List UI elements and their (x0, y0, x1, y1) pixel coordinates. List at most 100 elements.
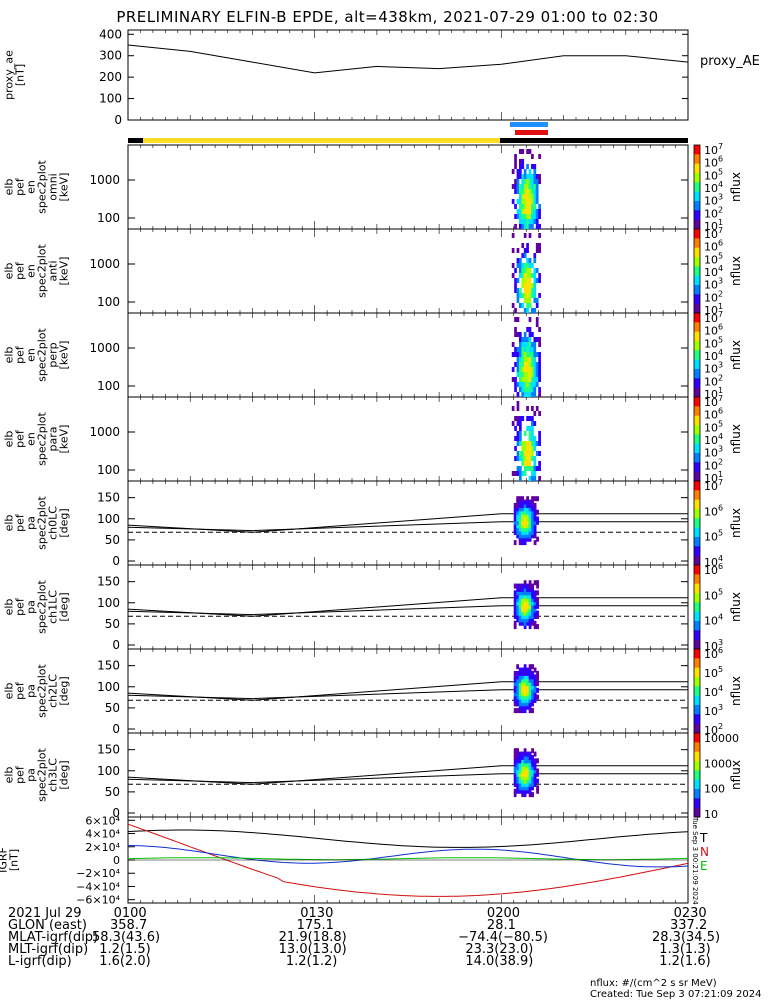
spectrogram-cell (533, 372, 537, 377)
spectrogram-cell (518, 781, 522, 787)
spectrogram-cell (528, 283, 532, 288)
spectrogram-cell (521, 496, 525, 502)
spectrogram-cell (513, 519, 517, 525)
spectrogram-cell (513, 677, 517, 683)
spectrogram-cell (523, 194, 527, 199)
spectrogram-cell (521, 590, 525, 596)
spectrogram-cell (516, 278, 520, 283)
spectrogram-cell (523, 523, 527, 529)
spectrogram-cell (519, 184, 522, 189)
spectrogram-cell (519, 214, 522, 219)
colorbar-label: nflux (729, 172, 743, 202)
footer-value: 1.3(1.3) (659, 942, 711, 957)
spectrogram-cell (533, 610, 537, 616)
spectrogram-cell (531, 600, 534, 606)
spectrogram-cell (535, 337, 539, 342)
panel-frame-ch2LC (127, 648, 689, 734)
colorbar-segment (694, 313, 700, 323)
spectrogram-cell (533, 502, 537, 508)
spectrogram-cell (528, 701, 532, 707)
spectrogram-cell (516, 751, 520, 757)
colorbar-segment (694, 546, 700, 557)
igrf-legend-E: E (700, 859, 708, 873)
colorbar-segment (694, 443, 700, 454)
spectrogram-cell (513, 765, 517, 771)
spectrogram-cell (518, 674, 522, 680)
spectrogram-cell (536, 580, 539, 586)
spectrogram-cell (526, 466, 529, 471)
spectrogram-cell (511, 471, 515, 476)
spectrogram-cell (526, 781, 530, 787)
spectrogram-cell (533, 697, 537, 703)
tick-label: 50 (105, 701, 120, 715)
spectrogram-cell (521, 367, 525, 372)
spectrogram-cell (528, 580, 532, 586)
spectrogram-cell (533, 204, 537, 209)
spectrogram-cell (519, 466, 522, 471)
chart-title: PRELIMINARY ELFIN-B EPDE, alt=438km, 202… (116, 8, 659, 26)
spectrogram-cell (513, 697, 517, 703)
spectrogram-cell (526, 529, 530, 535)
spectrogram-cell (528, 775, 532, 781)
spectrogram-cell (526, 516, 530, 522)
spectrogram-cell (521, 778, 525, 784)
spectrogram-cell (526, 367, 529, 372)
spectrogram-cell (533, 751, 537, 757)
spectrogram-cell (528, 674, 532, 680)
spectrogram-cell (535, 184, 539, 189)
spectrogram-cell (535, 451, 539, 456)
footer-value: 175.1 (296, 918, 334, 933)
spectrogram-cell (531, 164, 534, 169)
spectrogram-cell (516, 382, 520, 387)
spectrogram-cell (533, 283, 537, 288)
spectrogram-cell (513, 603, 517, 609)
spectrogram-cell (518, 778, 522, 784)
spectrogram-cell (521, 704, 525, 710)
spectrogram-cell (521, 253, 525, 258)
loss-cone-curve (127, 605, 688, 616)
spectrogram-cell (521, 199, 525, 204)
spectrogram-cell (519, 441, 522, 446)
spectrogram-cell (536, 590, 539, 596)
spectrogram-cell (523, 684, 527, 690)
spectrogram-cell (523, 778, 527, 784)
spectrogram-cell (536, 583, 539, 589)
footer-value: 0230 (673, 906, 707, 921)
spectrogram-cell (516, 694, 520, 700)
spectrogram-cell (516, 352, 520, 357)
spectrogram-cell (538, 352, 541, 357)
spectrogram-cell (523, 593, 527, 599)
spectrogram-cell (521, 194, 525, 199)
spectrogram-cell (533, 513, 537, 519)
spectrogram-cell (526, 258, 529, 263)
status-bar-red (510, 130, 548, 135)
spectrogram-cell (514, 214, 517, 219)
spectrogram-cell (538, 357, 541, 362)
spectrogram-cell (536, 536, 539, 542)
spectrogram-cell (523, 526, 527, 532)
spectrogram-cell (513, 529, 517, 535)
colorbar-tick-label: 105 (704, 665, 723, 680)
spectrogram-cell (523, 748, 527, 754)
spectrogram-cell (528, 169, 532, 174)
spectrogram-cell (521, 761, 525, 767)
spectrogram-cell (531, 691, 534, 697)
spectrogram-cell (533, 620, 537, 626)
footer-value: −74.4(−80.5) (458, 930, 548, 945)
spectrogram-cell (526, 209, 529, 214)
spectrogram-cell (521, 461, 525, 466)
colorbar-segment (694, 481, 700, 491)
spectrogram-cell (519, 224, 522, 229)
spectrogram-cell (516, 209, 520, 214)
proxy-ae-line (127, 44, 689, 74)
spectrogram-cell (526, 496, 530, 502)
spectrogram-cell (528, 317, 532, 322)
spectrogram-cell (516, 593, 520, 599)
spectrogram-cell (513, 513, 517, 519)
spectrogram-cell (526, 456, 529, 461)
tick-label: 50 (105, 617, 120, 631)
spectrogram-cell (531, 502, 534, 508)
spectrogram-cell (514, 189, 517, 194)
tick-label: 0 (112, 554, 120, 568)
spectrogram-cell (535, 189, 539, 194)
